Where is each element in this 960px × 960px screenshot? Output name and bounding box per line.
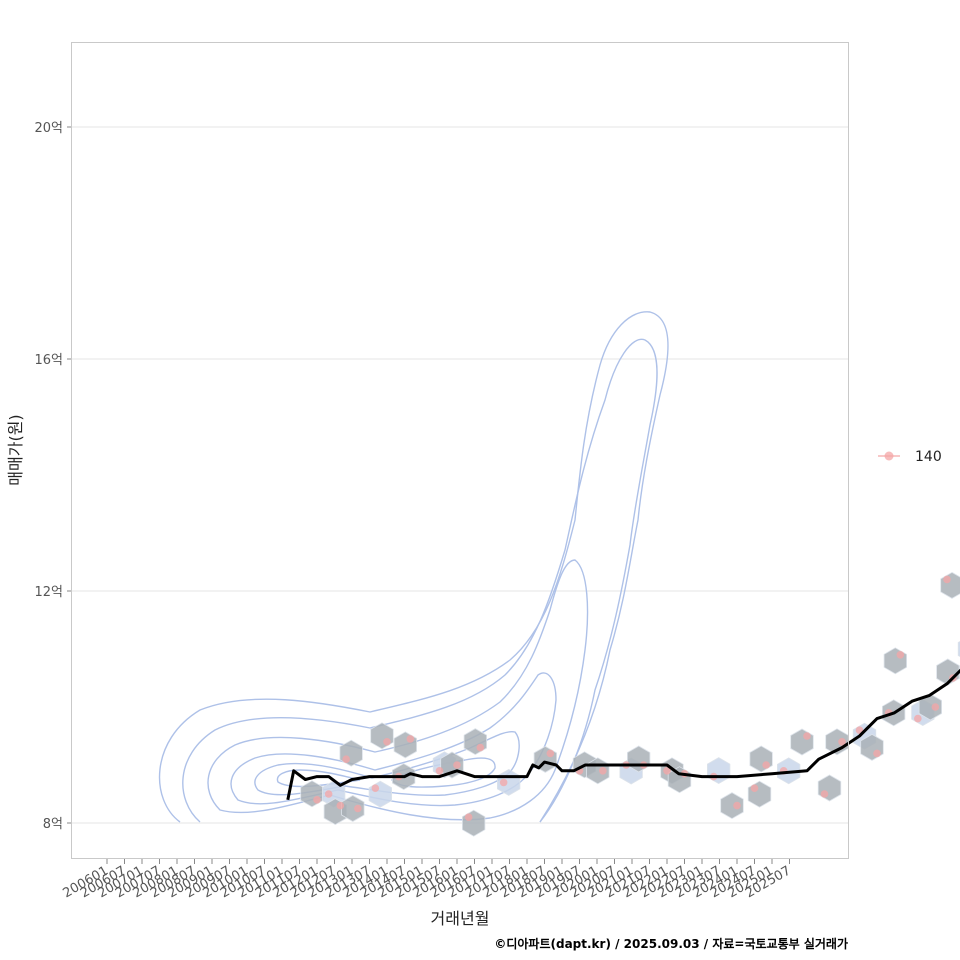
source-caption: ©디아파트(dapt.kr) / 2025.09.03 / 자료=국토교통부 실… bbox=[494, 936, 848, 951]
transaction-point bbox=[453, 761, 461, 769]
transaction-point bbox=[762, 761, 770, 769]
trend-lines bbox=[286, 668, 960, 801]
density-contour bbox=[182, 338, 658, 823]
transaction-point bbox=[313, 796, 321, 804]
x-axis: 2006012006072007012007072008012008072009… bbox=[61, 859, 794, 901]
hexbin-cell bbox=[918, 693, 942, 721]
transaction-point bbox=[464, 813, 473, 821]
hexbin-cell bbox=[720, 792, 744, 820]
transaction-point bbox=[371, 784, 380, 792]
y-tick-label: 12억 bbox=[34, 585, 63, 600]
transaction-point bbox=[733, 801, 741, 810]
transaction-point bbox=[873, 749, 881, 758]
transaction-point bbox=[406, 735, 415, 743]
transaction-point bbox=[336, 801, 345, 810]
transaction-point bbox=[435, 767, 444, 775]
density-contour bbox=[158, 311, 669, 823]
y-tick-label: 8억 bbox=[43, 817, 63, 832]
transaction-point bbox=[599, 767, 607, 775]
legend: 140 bbox=[878, 449, 942, 465]
transaction-point bbox=[354, 804, 362, 813]
y-tick-label: 20억 bbox=[34, 121, 63, 136]
transaction-point bbox=[342, 755, 350, 763]
transaction-point bbox=[931, 703, 940, 711]
y-axis: 8억 12억 16억 20억 bbox=[34, 121, 71, 832]
transaction-point bbox=[750, 784, 759, 792]
transaction-point bbox=[820, 790, 829, 798]
transaction-point bbox=[383, 738, 391, 746]
hexbin-cell bbox=[341, 795, 365, 822]
density-contours bbox=[158, 311, 669, 823]
transaction-point bbox=[896, 651, 905, 659]
y-axis-title: 매매가(원) bbox=[6, 414, 25, 485]
transaction-point bbox=[914, 714, 922, 723]
legend-label: 140 bbox=[915, 449, 942, 465]
transaction-point bbox=[324, 790, 333, 798]
transaction-point bbox=[546, 749, 555, 758]
transaction-point bbox=[499, 778, 508, 787]
y-tick-label: 16억 bbox=[34, 353, 63, 368]
trend-line bbox=[286, 668, 960, 801]
density-contour bbox=[207, 559, 589, 821]
density-contour bbox=[254, 731, 520, 797]
transaction-point bbox=[476, 743, 485, 752]
hexbin-cell bbox=[777, 757, 801, 785]
legend-key-point bbox=[884, 451, 894, 461]
transaction-point bbox=[943, 575, 951, 584]
transaction-point bbox=[803, 732, 811, 740]
transaction-point bbox=[838, 738, 846, 746]
plot-panel-border bbox=[71, 42, 849, 859]
x-axis-title: 거래년월 bbox=[431, 909, 490, 928]
grid-lines bbox=[72, 126, 848, 824]
transaction-point bbox=[663, 767, 671, 775]
